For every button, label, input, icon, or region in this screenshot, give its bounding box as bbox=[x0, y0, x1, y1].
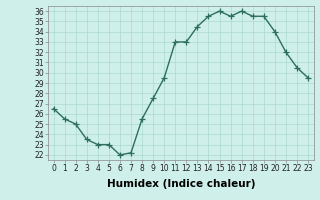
X-axis label: Humidex (Indice chaleur): Humidex (Indice chaleur) bbox=[107, 179, 255, 189]
